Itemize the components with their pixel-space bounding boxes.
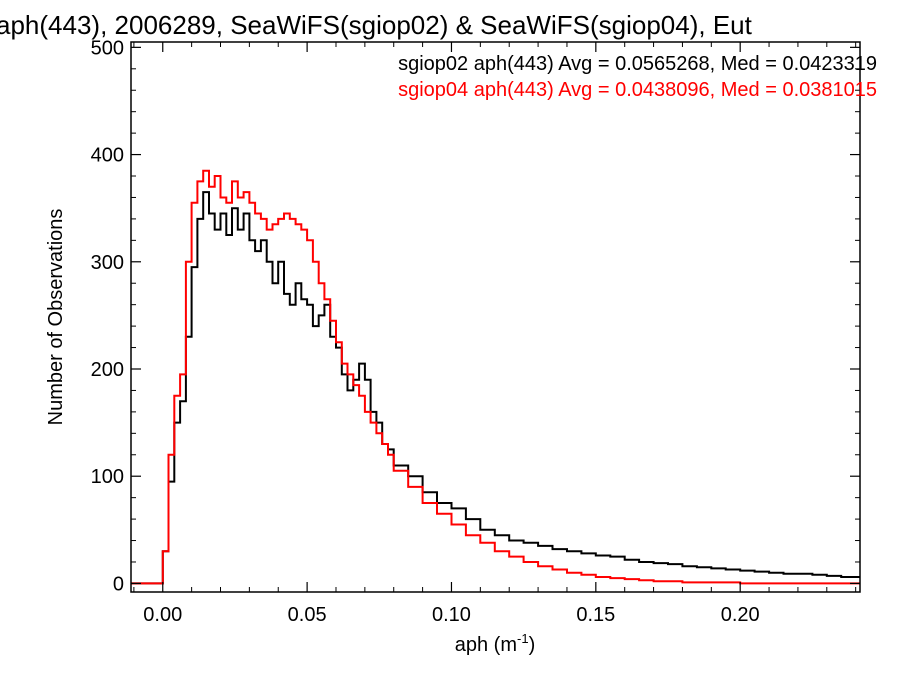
plot-series-group — [131, 169, 860, 585]
legend-entry-sgiop04: sgiop04 aph(443) Avg = 0.0438096, Med = … — [398, 79, 877, 101]
x-axis-label-close: ) — [529, 634, 536, 656]
x-tick-label: 0.05 — [288, 604, 327, 626]
y-tick-label: 500 — [91, 37, 124, 59]
legend-entry-sgiop02: sgiop02 aph(443) Avg = 0.0565268, Med = … — [398, 53, 877, 75]
y-axis-label: Number of Observations — [45, 209, 67, 426]
y-tick-label: 0 — [113, 573, 124, 595]
x-axis-label: aph (m-1) — [455, 631, 535, 656]
x-axis-label-main: aph (m — [455, 634, 517, 656]
y-tick-label: 100 — [91, 466, 124, 488]
x-tick-label: 0.10 — [432, 604, 471, 626]
y-tick-label: 200 — [91, 359, 124, 381]
plot-frame — [130, 41, 861, 593]
x-tick-label: 0.00 — [143, 604, 182, 626]
x-tick-label: 0.20 — [721, 604, 760, 626]
series-line-sgiop04 — [131, 169, 860, 585]
y-tick-label: 400 — [91, 145, 124, 167]
x-axis-label-superscript: -1 — [517, 631, 529, 646]
series-line-sgiop02 — [131, 191, 860, 585]
y-tick-label: 300 — [91, 252, 124, 274]
x-tick-label: 0.15 — [576, 604, 615, 626]
chart-title: aph(443), 2006289, SeaWiFS(sgiop02) & Se… — [0, 10, 753, 40]
x-axis: 0.00 0.05 0.10 0.15 0.20 — [133, 42, 857, 626]
y-axis: 0 100 200 300 400 500 — [91, 37, 860, 595]
